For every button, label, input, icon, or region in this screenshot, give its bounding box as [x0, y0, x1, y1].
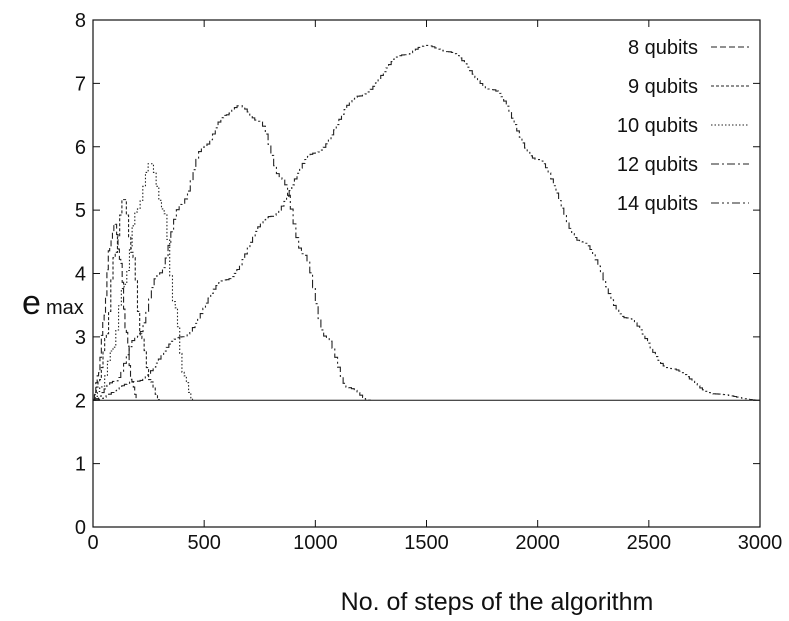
x-tick-label: 1500	[404, 532, 449, 554]
legend-label: 12 qubits	[617, 154, 698, 176]
series-line-4	[93, 105, 371, 401]
x-tick-label: 2500	[627, 532, 672, 554]
legend-label: 9 qubits	[628, 76, 698, 98]
series-line-2	[93, 199, 160, 401]
x-tick-label: 500	[187, 532, 220, 554]
y-tick-label: 3	[75, 327, 86, 349]
legend-label: 8 qubits	[628, 37, 698, 59]
legend-label: 10 qubits	[617, 115, 698, 137]
y-tick-label: 6	[75, 137, 86, 159]
series-line-5	[93, 44, 760, 401]
x-tick-label: 3000	[738, 532, 783, 554]
y-tick-label: 7	[75, 73, 86, 95]
y-tick-label: 1	[75, 454, 86, 476]
y-axis-label: e max	[22, 284, 84, 322]
y-tick-label: 5	[75, 200, 86, 222]
series-layer	[93, 44, 760, 401]
series-line-1	[93, 223, 138, 401]
legend: 8 qubits 9 qubits 10 qubits 12 qubits 14 qub…	[617, 37, 749, 215]
x-axis-label: No. of steps of the algorithm	[341, 588, 654, 616]
x-tick-label: 0	[87, 532, 98, 554]
x-tick-label: 2000	[515, 532, 560, 554]
legend-label: 14 qubits	[617, 193, 698, 215]
ticks-layer: 0 500 1000 1500 2000 2500 3000 0 1 2 3 4 5 6 7 8	[75, 10, 782, 554]
y-tick-label: 0	[75, 517, 86, 539]
y-tick-label: 4	[75, 264, 86, 286]
series-line-3	[93, 163, 194, 401]
y-axis-label-subscript: max	[46, 297, 84, 319]
x-tick-label: 1000	[293, 532, 338, 554]
y-tick-label: 8	[75, 10, 86, 32]
y-tick-label: 2	[75, 390, 86, 412]
y-axis-label-main: e	[22, 284, 41, 322]
